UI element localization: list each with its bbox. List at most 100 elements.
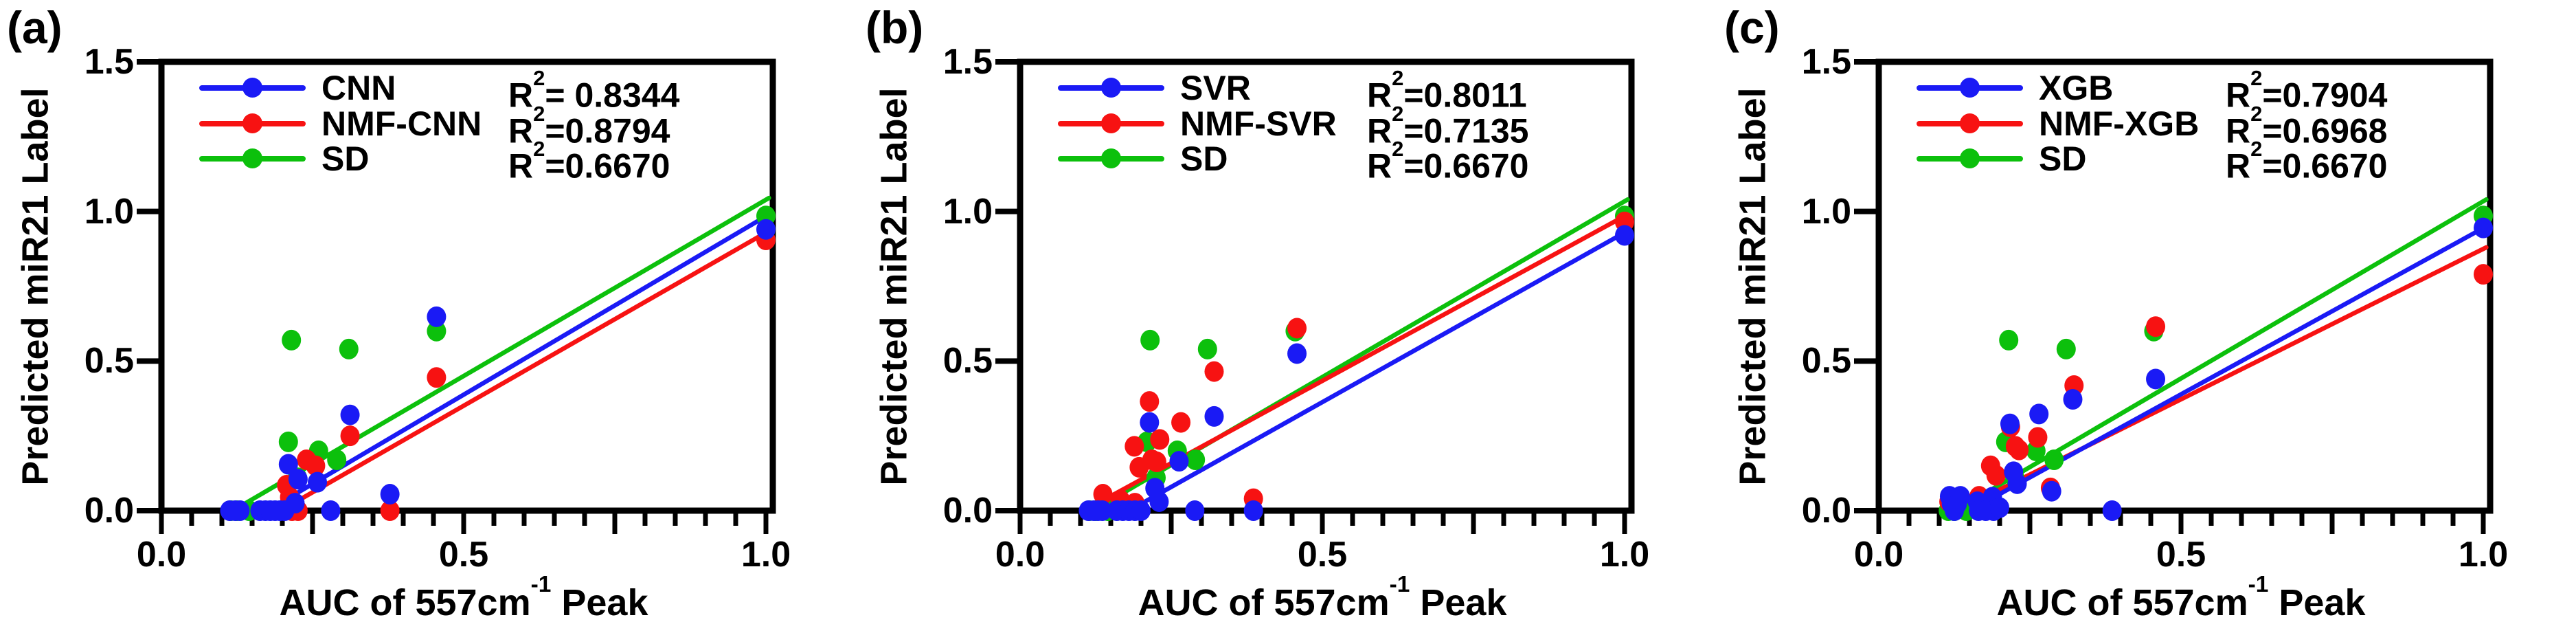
legend-dot-series1: [242, 78, 262, 98]
data-point-sd: [1999, 329, 2019, 351]
x-tick-label: 1.0: [1599, 535, 1650, 575]
scatter-panel-b: (b) Predicted miR21 Label AUC of 557cm-1…: [859, 0, 1717, 633]
x-axis-title: AUC of 557cm-1 Peak: [1138, 571, 1507, 623]
data-point-svr: [1140, 412, 1160, 433]
data-point-sd: [2044, 449, 2064, 470]
superscript: 2: [2250, 102, 2263, 126]
legend-label-series1: XGB: [2039, 69, 2114, 107]
data-point-svr: [1615, 225, 1634, 246]
legend-r2-series1: R2= 0.8344: [508, 66, 680, 115]
y-tick-label: 0.0: [84, 491, 134, 531]
data-point-xgb: [1950, 486, 1970, 507]
y-tick-label: 0.5: [1801, 341, 1851, 381]
legend-r2-series2: R2=0.6968: [2226, 102, 2388, 151]
fit-line-nmf-cnn: [278, 228, 771, 513]
superscript: -1: [1389, 571, 1410, 597]
data-point-svr: [1185, 500, 1205, 521]
legend-dot-series3: [242, 148, 262, 168]
data-point-sd: [339, 338, 359, 359]
y-tick-label: 1.0: [1801, 191, 1851, 232]
data-point-nmf-svr: [1093, 484, 1113, 505]
superscript: 2: [1392, 102, 1404, 126]
scatter-panel-c: (c) Predicted miR21 Label AUC of 557cm-1…: [1717, 0, 2576, 633]
data-point-xgb: [2007, 473, 2027, 494]
legend-r2-series3: R2=0.6670: [1367, 137, 1529, 186]
superscript: 2: [2250, 137, 2263, 162]
data-point-nmf-cnn: [427, 367, 447, 388]
superscript: 2: [2250, 66, 2263, 91]
data-point-xgb: [2063, 389, 2083, 410]
legend-dot-series3: [1960, 148, 1980, 168]
fit-line-svr: [1127, 228, 1630, 513]
data-point-cnn: [756, 219, 776, 240]
data-point-nmf-svr: [1150, 429, 1170, 450]
legend-row-3: SD R2=0.6670: [859, 137, 1717, 186]
y-tick-label: 1.5: [84, 42, 134, 82]
data-point-cnn: [278, 454, 298, 475]
data-point-xgb: [2029, 403, 2049, 425]
legend-label-series3: SD: [321, 140, 370, 178]
legend-row-1: XGB R2=0.7904: [1717, 66, 2576, 115]
legend-row-2: NMF-XGB R2=0.6968: [1717, 102, 2576, 151]
data-point-sd: [2056, 338, 2076, 359]
data-point-sd: [278, 431, 298, 452]
fit-line-cnn: [264, 212, 771, 513]
data-point-svr: [1243, 500, 1263, 521]
data-point-nmf-svr: [1204, 361, 1224, 382]
superscript: 2: [533, 102, 545, 126]
data-point-svr: [1131, 500, 1151, 521]
y-tick-label: 1.5: [1801, 42, 1851, 82]
data-point-cnn: [427, 306, 447, 327]
superscript: -1: [2248, 571, 2269, 597]
data-point-xgb: [2000, 413, 2020, 434]
panel-letter-c: (c): [1724, 2, 1780, 53]
data-point-nmf-xgb: [2146, 316, 2166, 337]
panel-letter-a: (a): [7, 2, 63, 53]
y-tick-label: 1.0: [942, 191, 993, 232]
data-point-xgb: [2474, 217, 2493, 238]
legend-r2-series3: R2=0.6670: [2226, 137, 2388, 186]
data-point-cnn: [288, 469, 308, 490]
data-point-nmf-svr: [1171, 412, 1191, 433]
data-point-sd: [1140, 329, 1160, 351]
legend-row-1: SVR R2=0.8011: [859, 66, 1717, 115]
fit-line-sd: [1953, 197, 2489, 513]
legend-label-series3: SD: [2039, 140, 2087, 178]
data-point-svr: [1169, 451, 1189, 472]
legend-dot-series1: [1960, 78, 1980, 98]
legend-row-3: SD R2=0.6670: [1717, 137, 2576, 186]
legend-dot-series2: [1101, 113, 1121, 133]
legend-label-series3: SD: [1180, 140, 1228, 178]
data-point-nmf-cnn: [380, 500, 400, 521]
legend-label-series1: CNN: [321, 69, 396, 107]
data-point-cnn: [340, 404, 360, 425]
legend-r2-series2: R2=0.8794: [508, 102, 670, 151]
data-point-nmf-xgb: [2474, 264, 2493, 285]
x-tick-label: 0.5: [438, 535, 489, 575]
y-tick-label: 0.0: [942, 491, 993, 531]
scatter-panel-a: (a) Predicted miR21 Label AUC of 557cm-1…: [0, 0, 859, 633]
data-point-cnn: [321, 500, 341, 521]
x-axis-title: AUC of 557cm-1 Peak: [279, 571, 648, 623]
x-tick-label: 0.0: [136, 535, 187, 575]
data-point-sd: [327, 449, 347, 470]
data-point-sd: [1197, 338, 1217, 359]
y-tick-label: 0.5: [84, 341, 134, 381]
legend-r2-series1: R2=0.8011: [1367, 66, 1527, 115]
data-point-nmf-svr: [1125, 436, 1144, 457]
data-point-cnn: [285, 493, 305, 514]
legend-r2-series2: R2=0.7135: [1367, 102, 1529, 151]
legend-r2-series3: R2=0.6670: [508, 137, 670, 186]
fit-line-xgb: [1967, 224, 2489, 513]
data-point-cnn: [380, 484, 400, 505]
plot-canvas-a: [137, 58, 776, 534]
plot-frame: [1875, 58, 2494, 514]
data-point-svr: [1287, 343, 1307, 364]
plot-canvas-b: [995, 58, 1635, 534]
data-point-svr: [1092, 500, 1112, 521]
legend-dot-series2: [242, 113, 262, 133]
data-point-svr: [1204, 406, 1224, 427]
panel-letter-b: (b): [866, 2, 924, 53]
superscript: 2: [533, 66, 545, 91]
